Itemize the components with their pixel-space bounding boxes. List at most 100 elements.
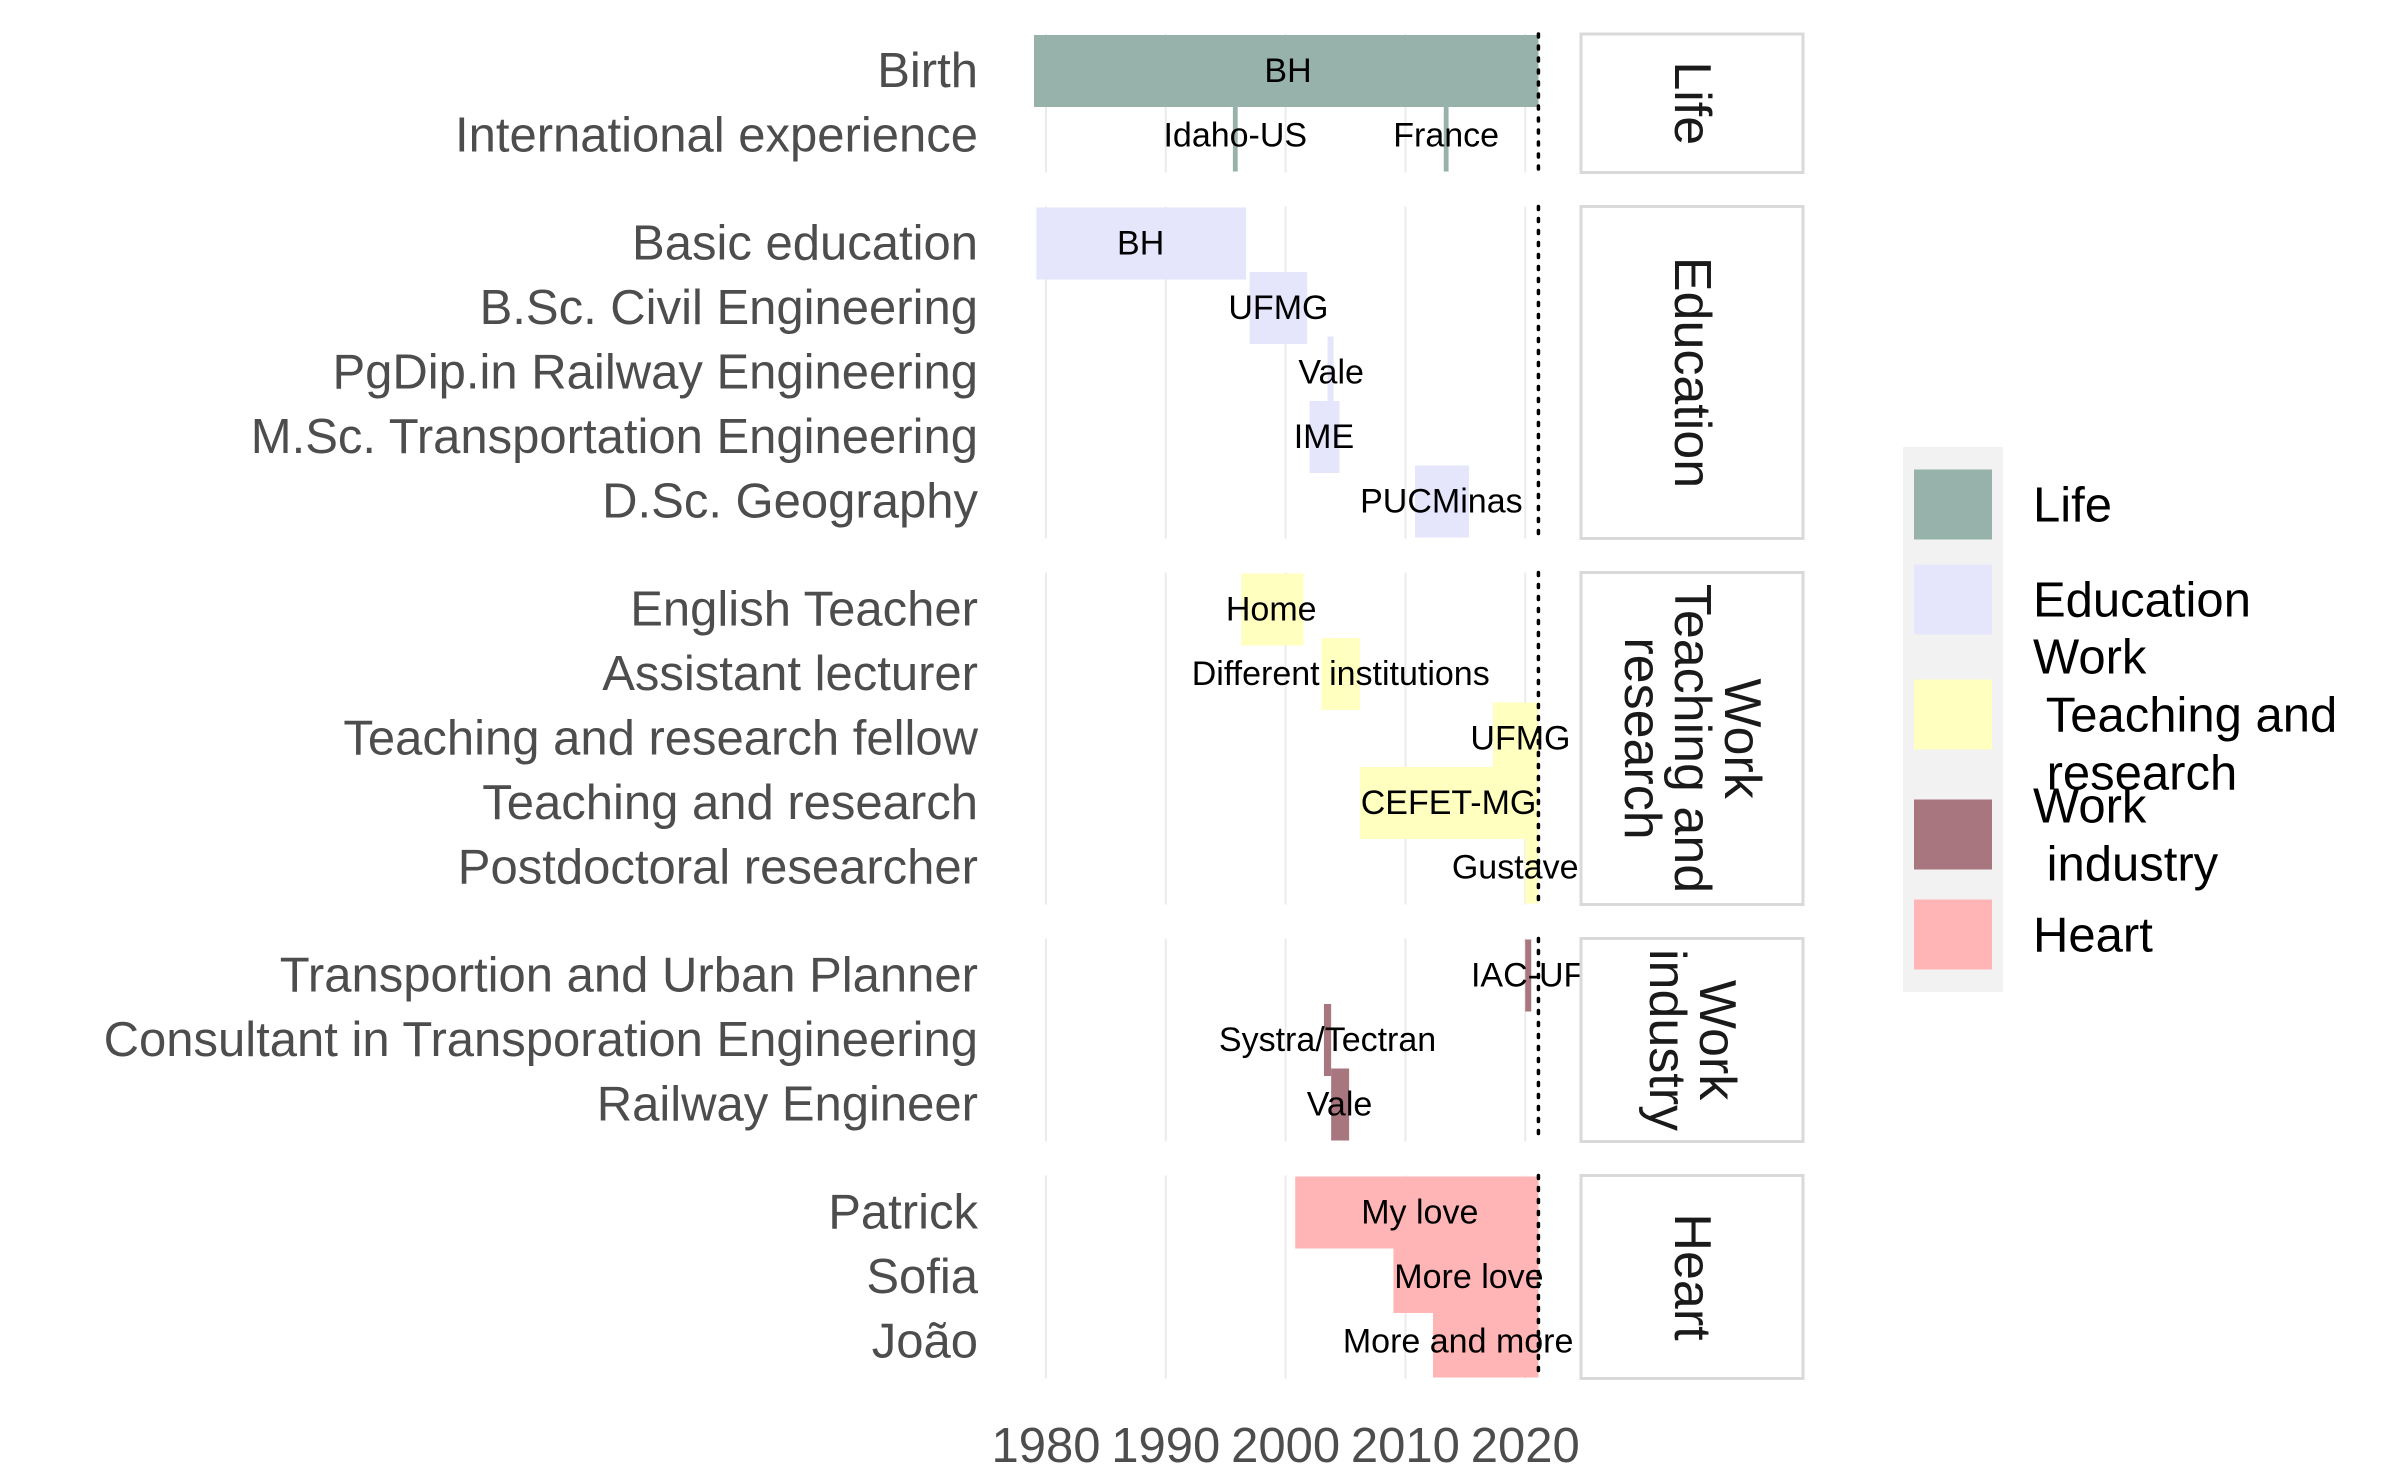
bar-assistant-lecturer-0: [1321, 638, 1360, 710]
row-label-assistant-lecturer: Assistant lecturer: [602, 647, 978, 701]
bar-international-experience-1: [1443, 99, 1449, 172]
strip-label-line: Heart: [1663, 1213, 1721, 1341]
legend-label-work-industry: Work industry: [2033, 780, 2219, 892]
bar-consultant-in-transporation-engineering-0: [1323, 1004, 1332, 1076]
bar-label-pgdip-in-railway-engineering-0: Vale: [1298, 354, 1364, 392]
row-label-sofia: Sofia: [866, 1250, 978, 1304]
legend-label-line: research: [2033, 747, 2237, 801]
legend-label-line: Work: [2033, 780, 2147, 834]
row-label-english-teacher: English Teacher: [630, 583, 978, 637]
panel-heart: Patrick Sofia João My love More love More and…: [828, 1173, 1805, 1381]
row-label-teaching-and-research: Teaching and research: [482, 776, 978, 830]
strip-label-education: Education: [1663, 257, 1721, 488]
legend-label-life: Life: [2033, 479, 2112, 533]
legend-key-education: [1914, 564, 1992, 635]
bar-label-consultant-in-transporation-engineering-0: Systra/Tectran: [1219, 1021, 1436, 1059]
panel-education: Basic education B.Sc. Civil Engineering Pg…: [251, 204, 1805, 541]
strip-label-line: Work: [1713, 678, 1771, 799]
legend-key-life: [1914, 469, 1992, 540]
strip-label-line: Life: [1663, 61, 1721, 145]
row-label-postdoctoral-researcher: Postdoctoral researcher: [458, 841, 978, 895]
bar-m-sc-transportation-engineering-0: [1309, 401, 1340, 473]
strip-heart: [1579, 1174, 1805, 1380]
strip-label-line: research: [1613, 637, 1671, 839]
bar-postdoctoral-researcher-0: [1525, 831, 1539, 904]
panel-work-industry: Transportion and Urban Planner Consultant…: [104, 936, 1805, 1144]
legend-key-work-industry: [1914, 799, 1992, 870]
legend-label-line: Heart: [2033, 909, 2153, 963]
row-label-d-sc-geography: D.Sc. Geography: [602, 475, 978, 529]
row-label-teaching-and-research-fellow: Teaching and research fellow: [343, 712, 978, 766]
strip-education: [1579, 205, 1805, 540]
bar-label-jo-o-0: More and more: [1343, 1323, 1574, 1361]
bar-d-sc-geography-0: [1415, 465, 1469, 538]
bar-label-teaching-and-research-0: CEFET-MG: [1361, 784, 1537, 822]
x-tick-label-1990: 1990: [1111, 1419, 1220, 1473]
strip-label-line: Work: [1688, 980, 1746, 1101]
row-label-international-experience: International experience: [455, 109, 978, 163]
bar-label-b-sc-civil-engineering-0: UFMG: [1228, 289, 1328, 327]
row-label-pgdip-in-railway-engineering: PgDip.in Railway Engineering: [332, 346, 978, 400]
row-label-railway-engineer: Railway Engineer: [597, 1078, 978, 1132]
row-label-basic-education: Basic education: [632, 217, 978, 271]
bar-teaching-and-research-fellow-0: [1492, 702, 1539, 775]
legend-key-heart: [1914, 899, 1992, 970]
x-axis: 1980 1990 2000 2010 2020: [991, 1419, 1579, 1473]
bar-english-teacher-0: [1241, 573, 1304, 646]
row-label-transportion-and-urban-planner: Transportion and Urban Planner: [280, 949, 978, 1003]
strip-life: [1579, 32, 1805, 174]
bar-transportion-and-urban-planner-0: [1525, 939, 1532, 1012]
strip-label-line: Education: [1663, 257, 1721, 488]
bar-label-assistant-lecturer-0: Different institutions: [1192, 655, 1490, 693]
row-label-b-sc-civil-engineering: B.Sc. Civil Engineering: [480, 281, 978, 335]
bar-jo-o-0: [1432, 1305, 1539, 1378]
x-tick-label-2020: 2020: [1471, 1419, 1580, 1473]
row-label-birth: Birth: [877, 44, 978, 98]
bar-pgdip-in-railway-engineering-0: [1327, 336, 1334, 409]
strip-label-work-industry: Workindustry: [1638, 949, 1746, 1131]
bar-birth-0: [1034, 35, 1539, 107]
row-label-consultant-in-transporation-engineering: Consultant in Transporation Engineering: [104, 1013, 978, 1067]
legend-label-line: Education: [2033, 574, 2251, 628]
bar-international-experience-0: [1232, 99, 1238, 172]
bar-label-international-experience-0: Idaho-US: [1163, 117, 1307, 155]
bar-patrick-0: [1295, 1176, 1539, 1249]
strip-label-line: industry: [1638, 949, 1696, 1131]
bar-label-english-teacher-0: Home: [1226, 591, 1317, 629]
bar-label-d-sc-geography-0: PUCMinas: [1360, 483, 1522, 521]
row-label-m-sc-transportation-engineering: M.Sc. Transportation Engineering: [251, 410, 978, 464]
row-label-patrick: Patrick: [828, 1186, 978, 1240]
strip-work-teaching-and-research: [1579, 571, 1805, 906]
legend-label-line: Work: [2033, 631, 2147, 685]
legend-label-work-teaching-and-research: Work Teaching and research: [2033, 631, 2337, 801]
bar-b-sc-civil-engineering-0: [1249, 272, 1308, 344]
x-tick-label-2000: 2000: [1231, 1419, 1340, 1473]
bar-label-railway-engineer-0: Vale: [1307, 1086, 1373, 1124]
x-tick-label-2010: 2010: [1351, 1419, 1460, 1473]
strip-label-work-teaching-and-research: WorkTeaching andresearch: [1613, 584, 1771, 893]
legend-label-line: industry: [2033, 838, 2219, 892]
bar-label-m-sc-transportation-engineering-0: IME: [1294, 418, 1354, 456]
x-tick-label-1980: 1980: [991, 1419, 1100, 1473]
bar-basic-education-0: [1036, 207, 1247, 280]
bar-label-sofia-0: More love: [1394, 1258, 1543, 1296]
panel-work-teaching-and-research: English Teacher Assistant lecturer Teachin…: [343, 570, 1805, 907]
strip-work-industry: [1579, 937, 1805, 1143]
legend-label-heart: Heart: [2033, 909, 2153, 963]
legend-label-line: Teaching and: [2033, 689, 2337, 743]
bar-label-basic-education-0: BH: [1117, 225, 1164, 263]
bar-label-patrick-0: My love: [1361, 1194, 1478, 1232]
bar-sofia-0: [1393, 1241, 1539, 1313]
strip-label-line: Teaching and: [1663, 584, 1721, 893]
panel-life: Birth International experience BH Idaho-US F…: [455, 32, 1805, 175]
strip-label-heart: Heart: [1663, 1213, 1721, 1341]
panels-layer: Birth International experience BH Idaho-US F…: [104, 32, 1805, 1381]
legend-label-education: Education: [2033, 574, 2251, 628]
bar-teaching-and-research-0: [1359, 767, 1539, 839]
row-label-jo-o: João: [872, 1315, 978, 1369]
legend-label-line: Life: [2033, 479, 2112, 533]
bar-label-birth-0: BH: [1264, 52, 1311, 90]
legend-key-work-teaching-and-research: [1914, 679, 1992, 750]
bar-label-international-experience-1: France: [1393, 117, 1499, 155]
